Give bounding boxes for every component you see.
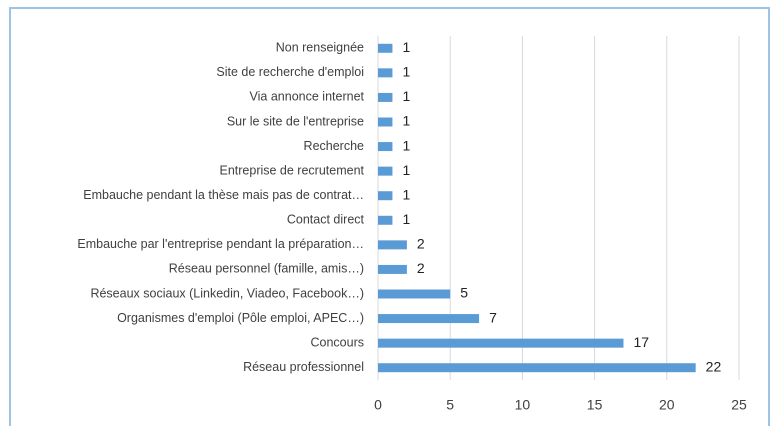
y-tick-label: Embauche pendant la thèse mais pas de co… (83, 188, 364, 202)
bar (378, 117, 393, 127)
y-tick-label: Réseaux sociaux (Linkedin, Viadeo, Faceb… (90, 286, 364, 300)
bar (378, 289, 451, 299)
bar (378, 166, 393, 176)
y-tick-label: Sur le site de l'entreprise (227, 114, 364, 128)
y-tick-label: Via annonce internet (250, 90, 365, 104)
data-label: 1 (402, 137, 410, 153)
bar (378, 43, 393, 53)
data-label: 1 (402, 162, 410, 178)
y-tick-label: Réseau personnel (famille, amis…) (169, 262, 364, 276)
y-tick-label: Réseau professionnel (243, 360, 364, 374)
data-label: 1 (402, 39, 410, 55)
y-tick-label: Contact direct (287, 213, 365, 227)
bar (378, 191, 393, 201)
data-label: 2 (417, 260, 425, 276)
data-label: 1 (402, 113, 410, 129)
y-tick-label: Recherche (304, 139, 364, 153)
data-label: 1 (402, 64, 410, 80)
x-tick-label: 20 (659, 397, 675, 413)
data-label: 2 (417, 236, 425, 252)
y-tick-label: Embauche par l'entreprise pendant la pré… (77, 237, 364, 251)
bar (378, 314, 480, 324)
data-label: 1 (402, 88, 410, 104)
data-label: 5 (460, 285, 468, 301)
data-label: 17 (633, 334, 649, 350)
data-label: 1 (402, 211, 410, 227)
bar (378, 68, 393, 78)
bar (378, 264, 407, 274)
bar (378, 338, 624, 348)
x-tick-label: 0 (374, 397, 382, 413)
x-tick-label: 10 (515, 397, 531, 413)
y-tick-label: Entreprise de recrutement (219, 163, 364, 177)
x-tick-label: 25 (731, 397, 747, 413)
data-label: 22 (706, 358, 722, 374)
bar (378, 142, 393, 152)
x-tick-label: 15 (587, 397, 603, 413)
x-tick-label: 5 (446, 397, 454, 413)
y-tick-label: Non renseignée (276, 41, 364, 55)
bar (378, 240, 407, 250)
bar (378, 215, 393, 225)
y-tick-label: Concours (311, 335, 365, 349)
bar (378, 363, 696, 373)
bar (378, 92, 393, 102)
data-label: 1 (402, 186, 410, 202)
y-tick-label: Organismes d'emploi (Pôle emploi, APEC…) (117, 311, 364, 325)
data-label: 7 (489, 309, 497, 325)
y-tick-label: Site de recherche d'emploi (216, 65, 364, 79)
